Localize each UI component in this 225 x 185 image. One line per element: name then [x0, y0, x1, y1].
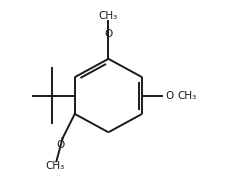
Text: O: O [57, 139, 65, 149]
Text: CH₃: CH₃ [98, 11, 117, 21]
Text: CH₃: CH₃ [176, 91, 196, 101]
Text: O: O [164, 91, 173, 101]
Text: O: O [104, 29, 112, 39]
Text: CH₃: CH₃ [45, 161, 64, 171]
